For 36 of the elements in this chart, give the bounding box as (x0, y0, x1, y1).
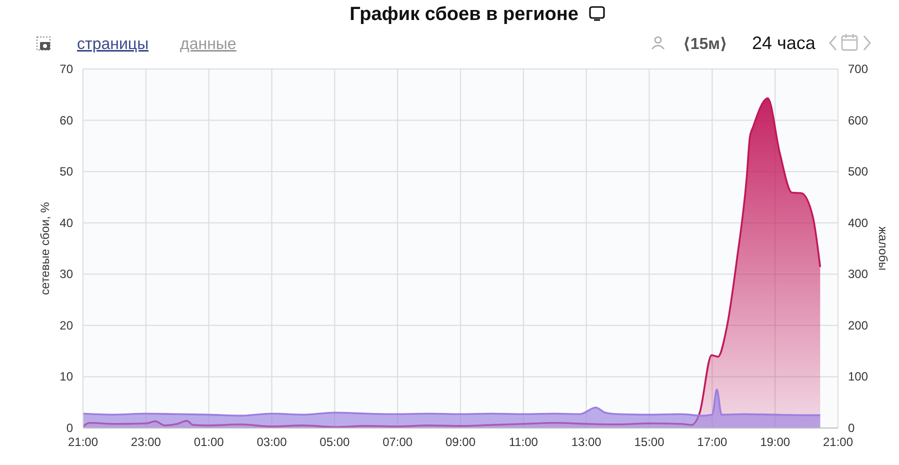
x-tick-label: 15:00 (634, 435, 665, 449)
y2-tick-label: 400 (848, 216, 868, 230)
y-tick-label: 50 (60, 164, 74, 179)
y-tick-label: 70 (60, 62, 74, 76)
text: ⟨15м⟩ (683, 36, 728, 53)
x-tick-label: 21:00 (68, 435, 98, 449)
x-tick-label: 01:00 (194, 435, 224, 449)
y-tick-label: 60 (60, 113, 74, 128)
y2-tick-label: 500 (848, 164, 868, 179)
y2-tick-label: 200 (848, 318, 868, 332)
x-tick-label: 03:00 (256, 435, 288, 449)
x-tick-label: 17:00 (697, 435, 728, 449)
x-tick-label: 13:00 (571, 435, 602, 449)
y-tick-label: 20 (60, 318, 74, 332)
y-axis-title: сетевые сбои, % (38, 202, 52, 295)
y-tick-label: 40 (60, 216, 74, 230)
x-tick-label: 21:00 (822, 435, 854, 449)
y-tick-label: 30 (60, 267, 74, 282)
y2-tick-label: 100 (848, 370, 868, 384)
y2-tick-label: 0 (848, 421, 855, 435)
y2-tick-label: 600 (848, 113, 868, 128)
x-tick-label: 23:00 (130, 435, 162, 449)
y2-tick-label: 700 (848, 62, 868, 76)
y-tick-label: 0 (66, 421, 74, 435)
text: страницы (77, 36, 149, 53)
x-tick-label: 19:00 (760, 435, 790, 449)
chart-title: График сбоев в регионе (350, 4, 578, 25)
y-tick-label: 10 (60, 370, 74, 384)
x-tick-label: 07:00 (382, 435, 413, 449)
y2-axis-title: жалобы (876, 226, 890, 271)
x-tick-label: 05:00 (320, 435, 350, 449)
x-tick-label: 11:00 (508, 435, 538, 449)
y2-tick-label: 300 (848, 267, 868, 282)
text: 24 часа (752, 33, 816, 53)
text: данные (180, 36, 236, 53)
x-tick-label: 09:00 (445, 435, 476, 449)
